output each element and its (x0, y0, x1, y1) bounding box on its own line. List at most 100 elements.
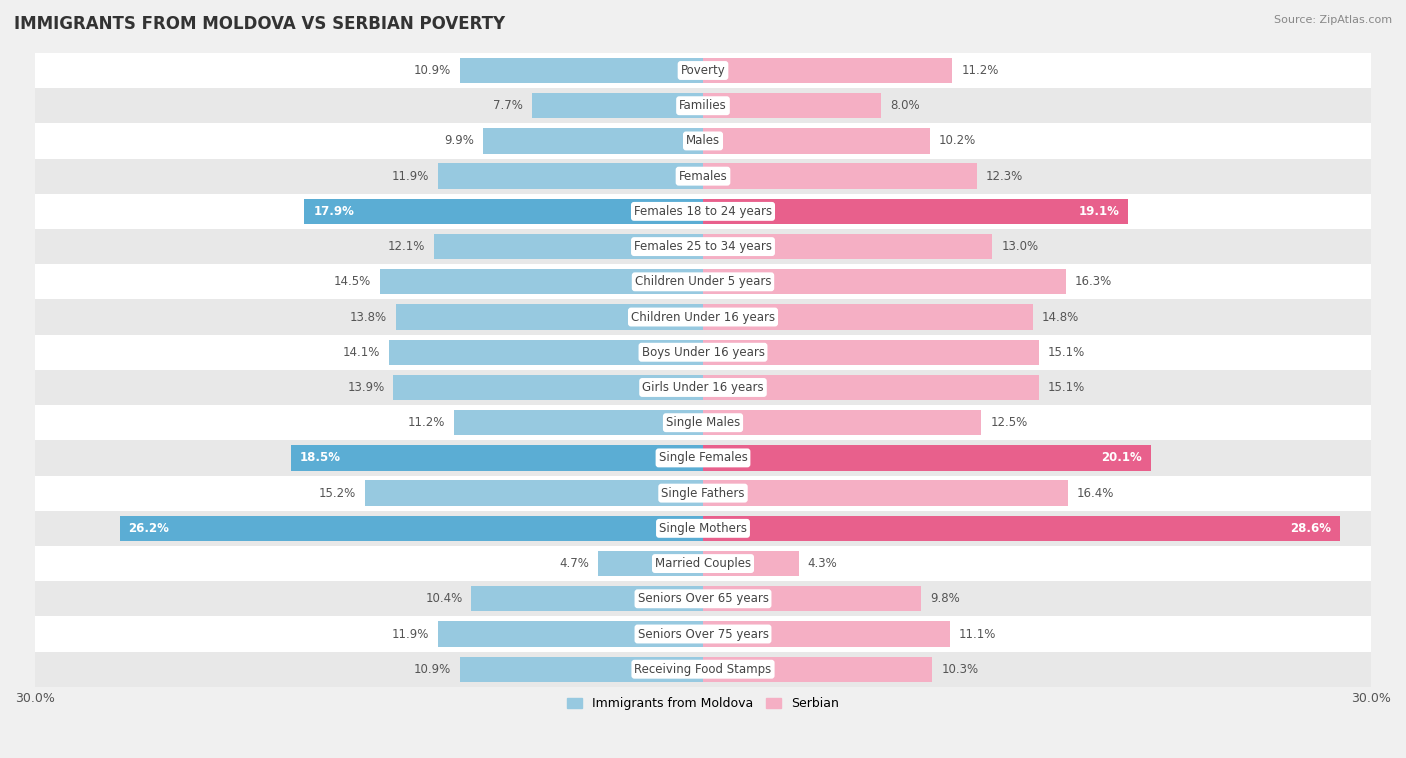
Bar (703, 128, 931, 154)
Text: 13.0%: 13.0% (1001, 240, 1039, 253)
Text: Families: Families (679, 99, 727, 112)
Bar (703, 340, 1039, 365)
Bar (364, 481, 703, 506)
Text: 9.9%: 9.9% (444, 134, 474, 148)
Text: 16.4%: 16.4% (1077, 487, 1115, 500)
Text: Children Under 5 years: Children Under 5 years (634, 275, 772, 288)
Text: 14.1%: 14.1% (343, 346, 380, 359)
Bar (482, 128, 703, 154)
Text: IMMIGRANTS FROM MOLDOVA VS SERBIAN POVERTY: IMMIGRANTS FROM MOLDOVA VS SERBIAN POVER… (14, 15, 505, 33)
Bar (703, 586, 921, 612)
Bar (703, 445, 1150, 471)
Bar (531, 93, 703, 118)
Bar (439, 622, 703, 647)
Bar (703, 410, 981, 435)
Bar (35, 616, 1371, 652)
Bar (460, 656, 703, 682)
Text: Single Males: Single Males (666, 416, 740, 429)
Bar (380, 269, 703, 295)
Bar (120, 515, 703, 541)
Text: 12.1%: 12.1% (387, 240, 425, 253)
Text: Seniors Over 65 years: Seniors Over 65 years (637, 592, 769, 606)
Text: 11.2%: 11.2% (408, 416, 444, 429)
Bar (35, 265, 1371, 299)
Bar (454, 410, 703, 435)
Bar (35, 299, 1371, 334)
Text: 15.1%: 15.1% (1047, 346, 1085, 359)
Bar (394, 374, 703, 400)
Bar (35, 370, 1371, 405)
Text: Males: Males (686, 134, 720, 148)
Bar (35, 475, 1371, 511)
Bar (703, 515, 1340, 541)
Text: 4.7%: 4.7% (560, 557, 589, 570)
Bar (439, 164, 703, 189)
Bar (433, 234, 703, 259)
Text: 17.9%: 17.9% (314, 205, 354, 218)
Bar (703, 93, 882, 118)
Text: Source: ZipAtlas.com: Source: ZipAtlas.com (1274, 15, 1392, 25)
Text: Receiving Food Stamps: Receiving Food Stamps (634, 662, 772, 675)
Legend: Immigrants from Moldova, Serbian: Immigrants from Moldova, Serbian (562, 693, 844, 716)
Bar (395, 305, 703, 330)
Bar (703, 164, 977, 189)
Bar (471, 586, 703, 612)
Text: Single Females: Single Females (658, 452, 748, 465)
Bar (703, 551, 799, 576)
Text: 11.1%: 11.1% (959, 628, 997, 641)
Text: 9.8%: 9.8% (931, 592, 960, 606)
Bar (35, 53, 1371, 88)
Bar (291, 445, 703, 471)
Text: Seniors Over 75 years: Seniors Over 75 years (637, 628, 769, 641)
Text: 18.5%: 18.5% (299, 452, 340, 465)
Text: Girls Under 16 years: Girls Under 16 years (643, 381, 763, 394)
Text: 15.1%: 15.1% (1047, 381, 1085, 394)
Text: Single Fathers: Single Fathers (661, 487, 745, 500)
Bar (599, 551, 703, 576)
Text: 4.3%: 4.3% (807, 557, 838, 570)
Text: 12.5%: 12.5% (990, 416, 1028, 429)
Bar (35, 229, 1371, 265)
Text: 13.9%: 13.9% (347, 381, 385, 394)
Bar (35, 652, 1371, 687)
Bar (460, 58, 703, 83)
Text: 28.6%: 28.6% (1289, 522, 1331, 535)
Text: 10.9%: 10.9% (415, 64, 451, 77)
Text: 11.9%: 11.9% (392, 170, 429, 183)
Bar (35, 440, 1371, 475)
Bar (703, 269, 1066, 295)
Bar (389, 340, 703, 365)
Bar (703, 305, 1032, 330)
Text: Married Couples: Married Couples (655, 557, 751, 570)
Text: 14.8%: 14.8% (1042, 311, 1078, 324)
Text: 8.0%: 8.0% (890, 99, 920, 112)
Bar (304, 199, 703, 224)
Text: 7.7%: 7.7% (492, 99, 523, 112)
Bar (703, 374, 1039, 400)
Bar (703, 622, 950, 647)
Text: 11.2%: 11.2% (962, 64, 998, 77)
Bar (35, 88, 1371, 124)
Text: 20.1%: 20.1% (1101, 452, 1142, 465)
Bar (35, 546, 1371, 581)
Text: 19.1%: 19.1% (1078, 205, 1119, 218)
Bar (35, 581, 1371, 616)
Text: 10.2%: 10.2% (939, 134, 976, 148)
Bar (703, 481, 1069, 506)
Bar (35, 124, 1371, 158)
Text: 15.2%: 15.2% (318, 487, 356, 500)
Bar (703, 234, 993, 259)
Text: Poverty: Poverty (681, 64, 725, 77)
Text: Females 25 to 34 years: Females 25 to 34 years (634, 240, 772, 253)
Text: 10.4%: 10.4% (425, 592, 463, 606)
Bar (35, 194, 1371, 229)
Text: 12.3%: 12.3% (986, 170, 1024, 183)
Bar (35, 158, 1371, 194)
Text: Children Under 16 years: Children Under 16 years (631, 311, 775, 324)
Text: 11.9%: 11.9% (392, 628, 429, 641)
Text: Females: Females (679, 170, 727, 183)
Bar (703, 199, 1129, 224)
Text: 26.2%: 26.2% (128, 522, 169, 535)
Text: Females 18 to 24 years: Females 18 to 24 years (634, 205, 772, 218)
Text: 10.9%: 10.9% (415, 662, 451, 675)
